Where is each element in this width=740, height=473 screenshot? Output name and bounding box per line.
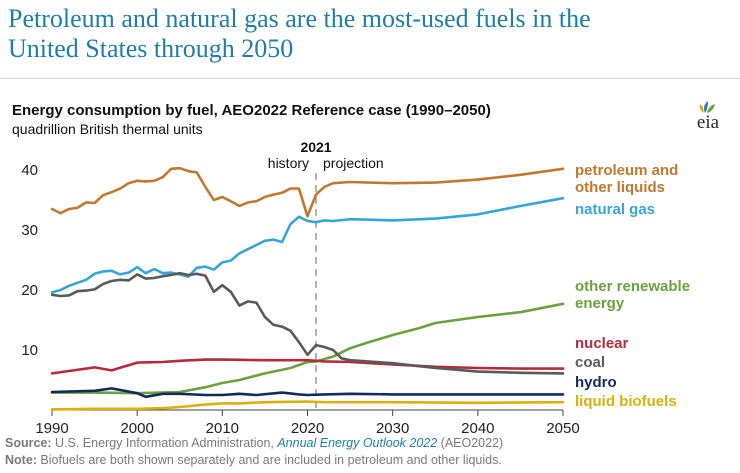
legend-entry-petroleum: petroleum and other liquids — [575, 162, 678, 196]
y-tick-label: 40 — [21, 162, 38, 179]
history-label: history — [268, 155, 309, 171]
x-tick-label: 2030 — [376, 420, 409, 437]
x-tick-label: 2050 — [546, 420, 579, 437]
x-tick-label: 1990 — [35, 420, 68, 437]
headline-line-2: United States through 2050 — [8, 34, 294, 63]
legend-entry-nuclear: nuclear — [575, 335, 628, 352]
series-line-natural-gas — [50, 196, 565, 294]
note-text: Biofuels are both shown separately and a… — [36, 453, 502, 467]
y-tick-label: 20 — [21, 282, 38, 299]
y-tick-label: 30 — [21, 222, 38, 239]
headline-line-1: Petroleum and natural gas are the most-u… — [8, 4, 591, 33]
chart-series — [50, 166, 565, 411]
legend-entry-text: coal — [575, 354, 606, 371]
eia-logo: eia — [688, 100, 728, 134]
chart-title: Energy consumption by fuel, AEO2022 Refe… — [12, 102, 491, 119]
legend-entry-text: liquid biofuels — [575, 393, 677, 410]
legend-entry-text: natural gas — [575, 201, 656, 218]
series-line-biofuels — [50, 400, 565, 411]
note-label: Note: — [5, 453, 37, 467]
x-tick-label: 2020 — [291, 420, 324, 437]
legend-entry-text: other renewable — [575, 278, 691, 295]
legend-entry-coal: coal — [575, 354, 605, 371]
series-line-renewable — [50, 302, 565, 395]
source-note: Source: U.S. Energy Information Administ… — [5, 436, 503, 450]
divider-year-label: 2021 — [300, 139, 331, 155]
series-line-coal — [50, 271, 565, 375]
source-link[interactable]: Annual Energy Outlook 2022 — [277, 436, 438, 450]
source-text: U.S. Energy Information Administration, — [51, 436, 278, 450]
x-tick-label: 2000 — [120, 420, 153, 437]
legend-entry-natural-gas: natural gas — [575, 201, 655, 218]
legend-entry-text: other liquids — [575, 179, 665, 196]
footnote: Note: Biofuels are both shown separately… — [5, 453, 502, 467]
source-text-after: (AEO2022) — [437, 436, 504, 450]
legend-entry-renewable: other renewable energy — [575, 278, 690, 312]
page-headline: Petroleum and natural gas are the most-u… — [8, 4, 728, 64]
legend-entry-hydro: hydro — [575, 374, 617, 391]
legend-entry-text: hydro — [575, 374, 617, 391]
legend-entry-text: nuclear — [575, 335, 629, 352]
series-line-hydro — [50, 387, 565, 399]
legend-entry-biofuels: liquid biofuels — [575, 393, 677, 410]
eia-leaf-icon — [699, 101, 715, 113]
legend-entry-text: energy — [575, 295, 625, 312]
headline-divider — [0, 78, 740, 79]
x-tick-label: 2010 — [206, 420, 239, 437]
series-line-nuclear — [50, 358, 565, 375]
chart-subtitle: quadrillion British thermal units — [12, 121, 203, 137]
y-tick-label: 10 — [21, 342, 38, 359]
eia-logo-text: eia — [696, 112, 720, 133]
legend-entry-text: petroleum and — [575, 162, 679, 179]
source-label: Source: — [5, 436, 52, 450]
series-line-petroleum — [50, 166, 565, 218]
x-tick-label: 2040 — [461, 420, 494, 437]
projection-label: projection — [323, 155, 384, 171]
